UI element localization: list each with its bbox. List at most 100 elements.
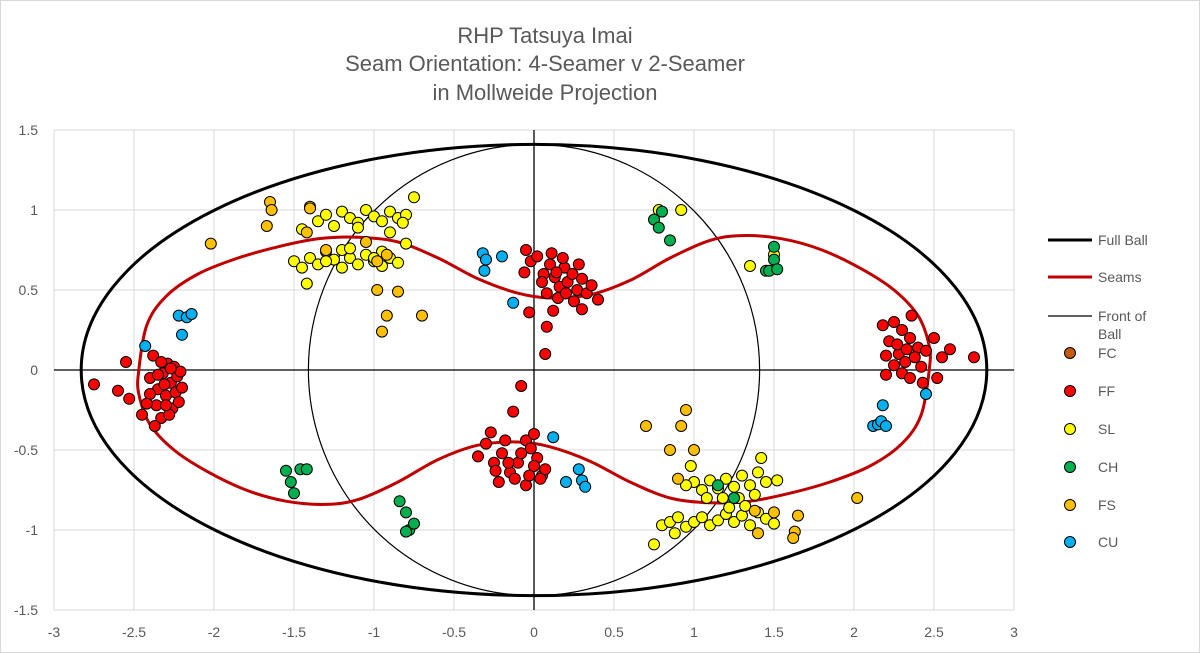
- x-tick-label: 2.5: [924, 624, 944, 640]
- point-sl: [320, 208, 332, 221]
- point-cu: [139, 340, 152, 352]
- point-ff: [152, 368, 164, 381]
- point-fs: [416, 309, 428, 322]
- point-cu: [579, 480, 592, 493]
- point-ch: [712, 479, 724, 492]
- y-tick-label: -0.5: [14, 442, 38, 458]
- axes: [54, 130, 1014, 610]
- point-sl: [336, 261, 348, 274]
- point-ff: [576, 272, 588, 285]
- point-ff: [540, 287, 553, 300]
- point-ff: [566, 268, 579, 280]
- point-sl: [712, 514, 724, 527]
- point-ff: [560, 287, 572, 300]
- point-sl: [675, 204, 688, 216]
- point-ff: [528, 460, 540, 472]
- point-fs: [371, 255, 384, 268]
- y-tick-label: -1.5: [14, 602, 38, 618]
- x-tick-label: -1: [368, 624, 381, 640]
- point-ff: [896, 324, 908, 336]
- point-cu: [880, 420, 892, 432]
- point-ff: [944, 343, 956, 356]
- point-fs: [851, 492, 864, 504]
- point-cu: [480, 253, 492, 266]
- point-sl: [300, 277, 313, 290]
- point-ff: [120, 356, 132, 368]
- point-sl: [360, 204, 372, 216]
- front-of-ball-outline: [307, 143, 761, 597]
- legend-marker-ff: [1064, 385, 1076, 397]
- point-fs: [265, 204, 278, 216]
- point-ff: [920, 344, 932, 357]
- point-sl: [648, 538, 660, 551]
- point-sl: [716, 492, 729, 504]
- point-fs: [260, 220, 273, 232]
- point-ch: [393, 495, 406, 508]
- point-sl: [384, 205, 396, 218]
- point-ff: [536, 276, 548, 288]
- point-fs: [680, 404, 692, 416]
- point-ff: [899, 356, 912, 368]
- data-points: [88, 191, 980, 551]
- y-tick-label: 0.5: [19, 282, 39, 298]
- point-fs: [748, 504, 761, 517]
- point-ff: [556, 252, 569, 264]
- point-ff: [508, 472, 521, 485]
- point-ff: [140, 397, 153, 410]
- x-tick-label: 3: [1010, 624, 1018, 640]
- point-ch: [664, 234, 676, 247]
- x-tick-label: 1: [690, 624, 698, 640]
- point-fs: [768, 506, 780, 519]
- point-sl: [408, 191, 420, 204]
- point-fs: [320, 244, 332, 256]
- point-fs: [787, 532, 800, 544]
- point-sl: [720, 472, 732, 485]
- point-ff: [112, 384, 124, 397]
- point-ff: [520, 244, 532, 256]
- point-sl: [684, 460, 697, 472]
- legend-marker-ch: [1064, 461, 1076, 473]
- chart-title-line-3: in Mollweide Projection: [433, 80, 658, 105]
- point-ff: [915, 360, 928, 373]
- x-tick-label: 1.5: [764, 624, 784, 640]
- point-ch: [656, 205, 668, 218]
- point-fs: [672, 472, 684, 485]
- y-tick-label: 0: [30, 362, 38, 378]
- point-ff: [507, 405, 520, 418]
- point-ff: [484, 426, 497, 439]
- point-ff: [502, 456, 515, 469]
- legend-label-fc: FC: [1098, 345, 1117, 361]
- point-ff: [158, 378, 171, 391]
- point-sl: [728, 516, 740, 528]
- point-ch: [300, 463, 313, 476]
- point-ff: [968, 351, 980, 364]
- point-sl: [376, 215, 388, 228]
- point-fs: [360, 236, 372, 248]
- point-fs: [204, 237, 217, 250]
- point-ch: [771, 263, 784, 276]
- point-ff: [515, 447, 528, 460]
- point-ff: [515, 380, 528, 392]
- point-sl: [696, 511, 708, 524]
- point-sl: [312, 215, 324, 228]
- y-tick-label: 1: [30, 202, 38, 218]
- point-ff: [499, 434, 512, 447]
- point-sl: [680, 479, 692, 492]
- point-sl: [392, 256, 404, 269]
- x-tick-label: -2.5: [122, 624, 146, 640]
- point-ch: [400, 506, 412, 519]
- point-sl: [744, 479, 756, 492]
- point-ff: [891, 338, 904, 351]
- point-sl: [700, 492, 713, 504]
- point-ff: [900, 343, 913, 356]
- point-ch: [408, 517, 420, 530]
- point-cu: [572, 463, 585, 476]
- legend-label-sl: SL: [1098, 421, 1115, 437]
- point-sl: [744, 519, 756, 532]
- point-sl: [736, 469, 748, 482]
- legend-label-front-cont: Ball: [1098, 326, 1121, 342]
- point-ff: [496, 447, 508, 460]
